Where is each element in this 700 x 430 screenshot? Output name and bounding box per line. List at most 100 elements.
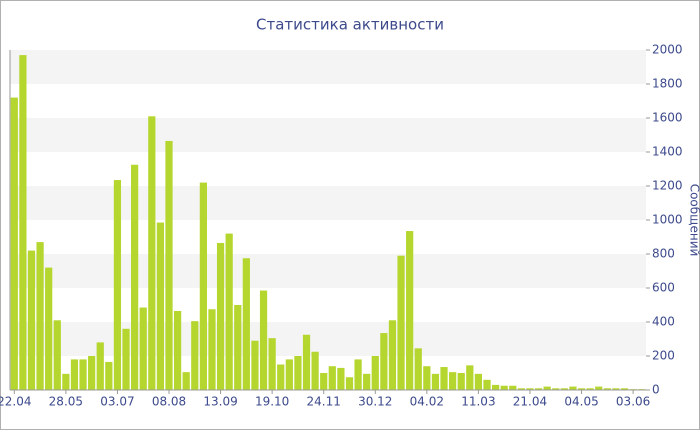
bar [139,307,147,390]
grid-band [10,118,646,152]
bar [122,328,130,390]
bar [466,365,474,390]
bar [70,359,79,390]
bar [302,334,311,390]
bar [354,359,362,390]
y-tick-label: 1200 [652,179,683,193]
y-tick-label: 1600 [652,111,683,125]
bar [10,97,18,390]
y-tick-label: 1800 [652,77,683,91]
bar [62,373,70,390]
y-tick-label: 400 [652,315,675,329]
bar [603,388,611,390]
bar [363,373,371,390]
grid-band [10,254,646,288]
bar [199,182,207,390]
bar [440,367,448,390]
bar [560,388,568,390]
bar [234,305,242,390]
bar [457,373,465,390]
bar [53,320,61,390]
grid-band [10,186,646,220]
x-tick-label: 21.04 [513,395,547,409]
bar [449,372,457,390]
x-tick-label: 13.09 [203,395,237,409]
y-tick-label: 0 [652,383,660,397]
y-tick-label: 600 [652,281,675,295]
bar [88,356,96,390]
bar [285,359,293,390]
bar [259,290,268,390]
bar [406,231,414,390]
bar [113,180,122,390]
bar [491,384,500,390]
bar [173,310,182,390]
bar [474,373,483,390]
bar [345,377,354,390]
bar [595,386,603,390]
bar [552,388,560,390]
y-tick-label: 2000 [652,43,683,57]
bar [586,388,594,390]
bar [156,222,165,390]
bar [534,388,543,390]
x-tick-label: 19.10 [255,395,289,409]
bar [294,356,302,390]
chart-title: Статистика активности [256,16,444,34]
bar [105,361,113,390]
x-tick-label: 08.08 [152,395,186,409]
bar [148,116,156,391]
grid-band [10,50,646,84]
x-tick-label: 11.03 [461,395,495,409]
y-tick-label: 200 [652,349,675,363]
bar [96,342,104,390]
y-tick-label: 1000 [652,213,683,227]
x-tick-label: 22.04 [0,395,31,409]
bar [268,338,276,390]
x-tick-label: 04.02 [410,395,444,409]
bar [165,140,173,390]
x-tick-label: 03.06 [616,395,650,409]
bar [612,388,620,390]
bar [414,348,422,390]
bar [397,255,405,390]
bar [27,250,36,390]
y-tick-label: 1400 [652,145,683,159]
bar [388,320,397,390]
bar [569,386,577,390]
bar [620,388,629,390]
bar [131,164,139,390]
bar [320,373,328,390]
bar [208,309,216,390]
bar [526,388,534,390]
bar [500,385,508,390]
bar [328,366,336,390]
bar [371,356,379,390]
bar [337,367,345,390]
x-tick-label: 30.12 [358,395,392,409]
y-tick-label: 800 [652,247,675,261]
bar [380,333,388,390]
bar [517,388,525,390]
bar [311,351,319,390]
bar [242,258,250,390]
bar [577,388,586,390]
grid-band [10,322,646,356]
bar [509,385,517,390]
bar [79,359,87,390]
bar [225,233,233,390]
bar [182,372,190,390]
x-tick-label: 03.07 [100,395,134,409]
x-tick-label: 28.05 [49,395,83,409]
bar [543,386,551,390]
bar [251,340,259,390]
bar [45,267,53,390]
bar [431,373,440,390]
bar [19,55,27,390]
bar [423,366,431,390]
y-axis-title: Сообщений [688,184,700,257]
bar [483,379,491,390]
bar [36,242,44,390]
x-tick-label: 04.05 [564,395,598,409]
